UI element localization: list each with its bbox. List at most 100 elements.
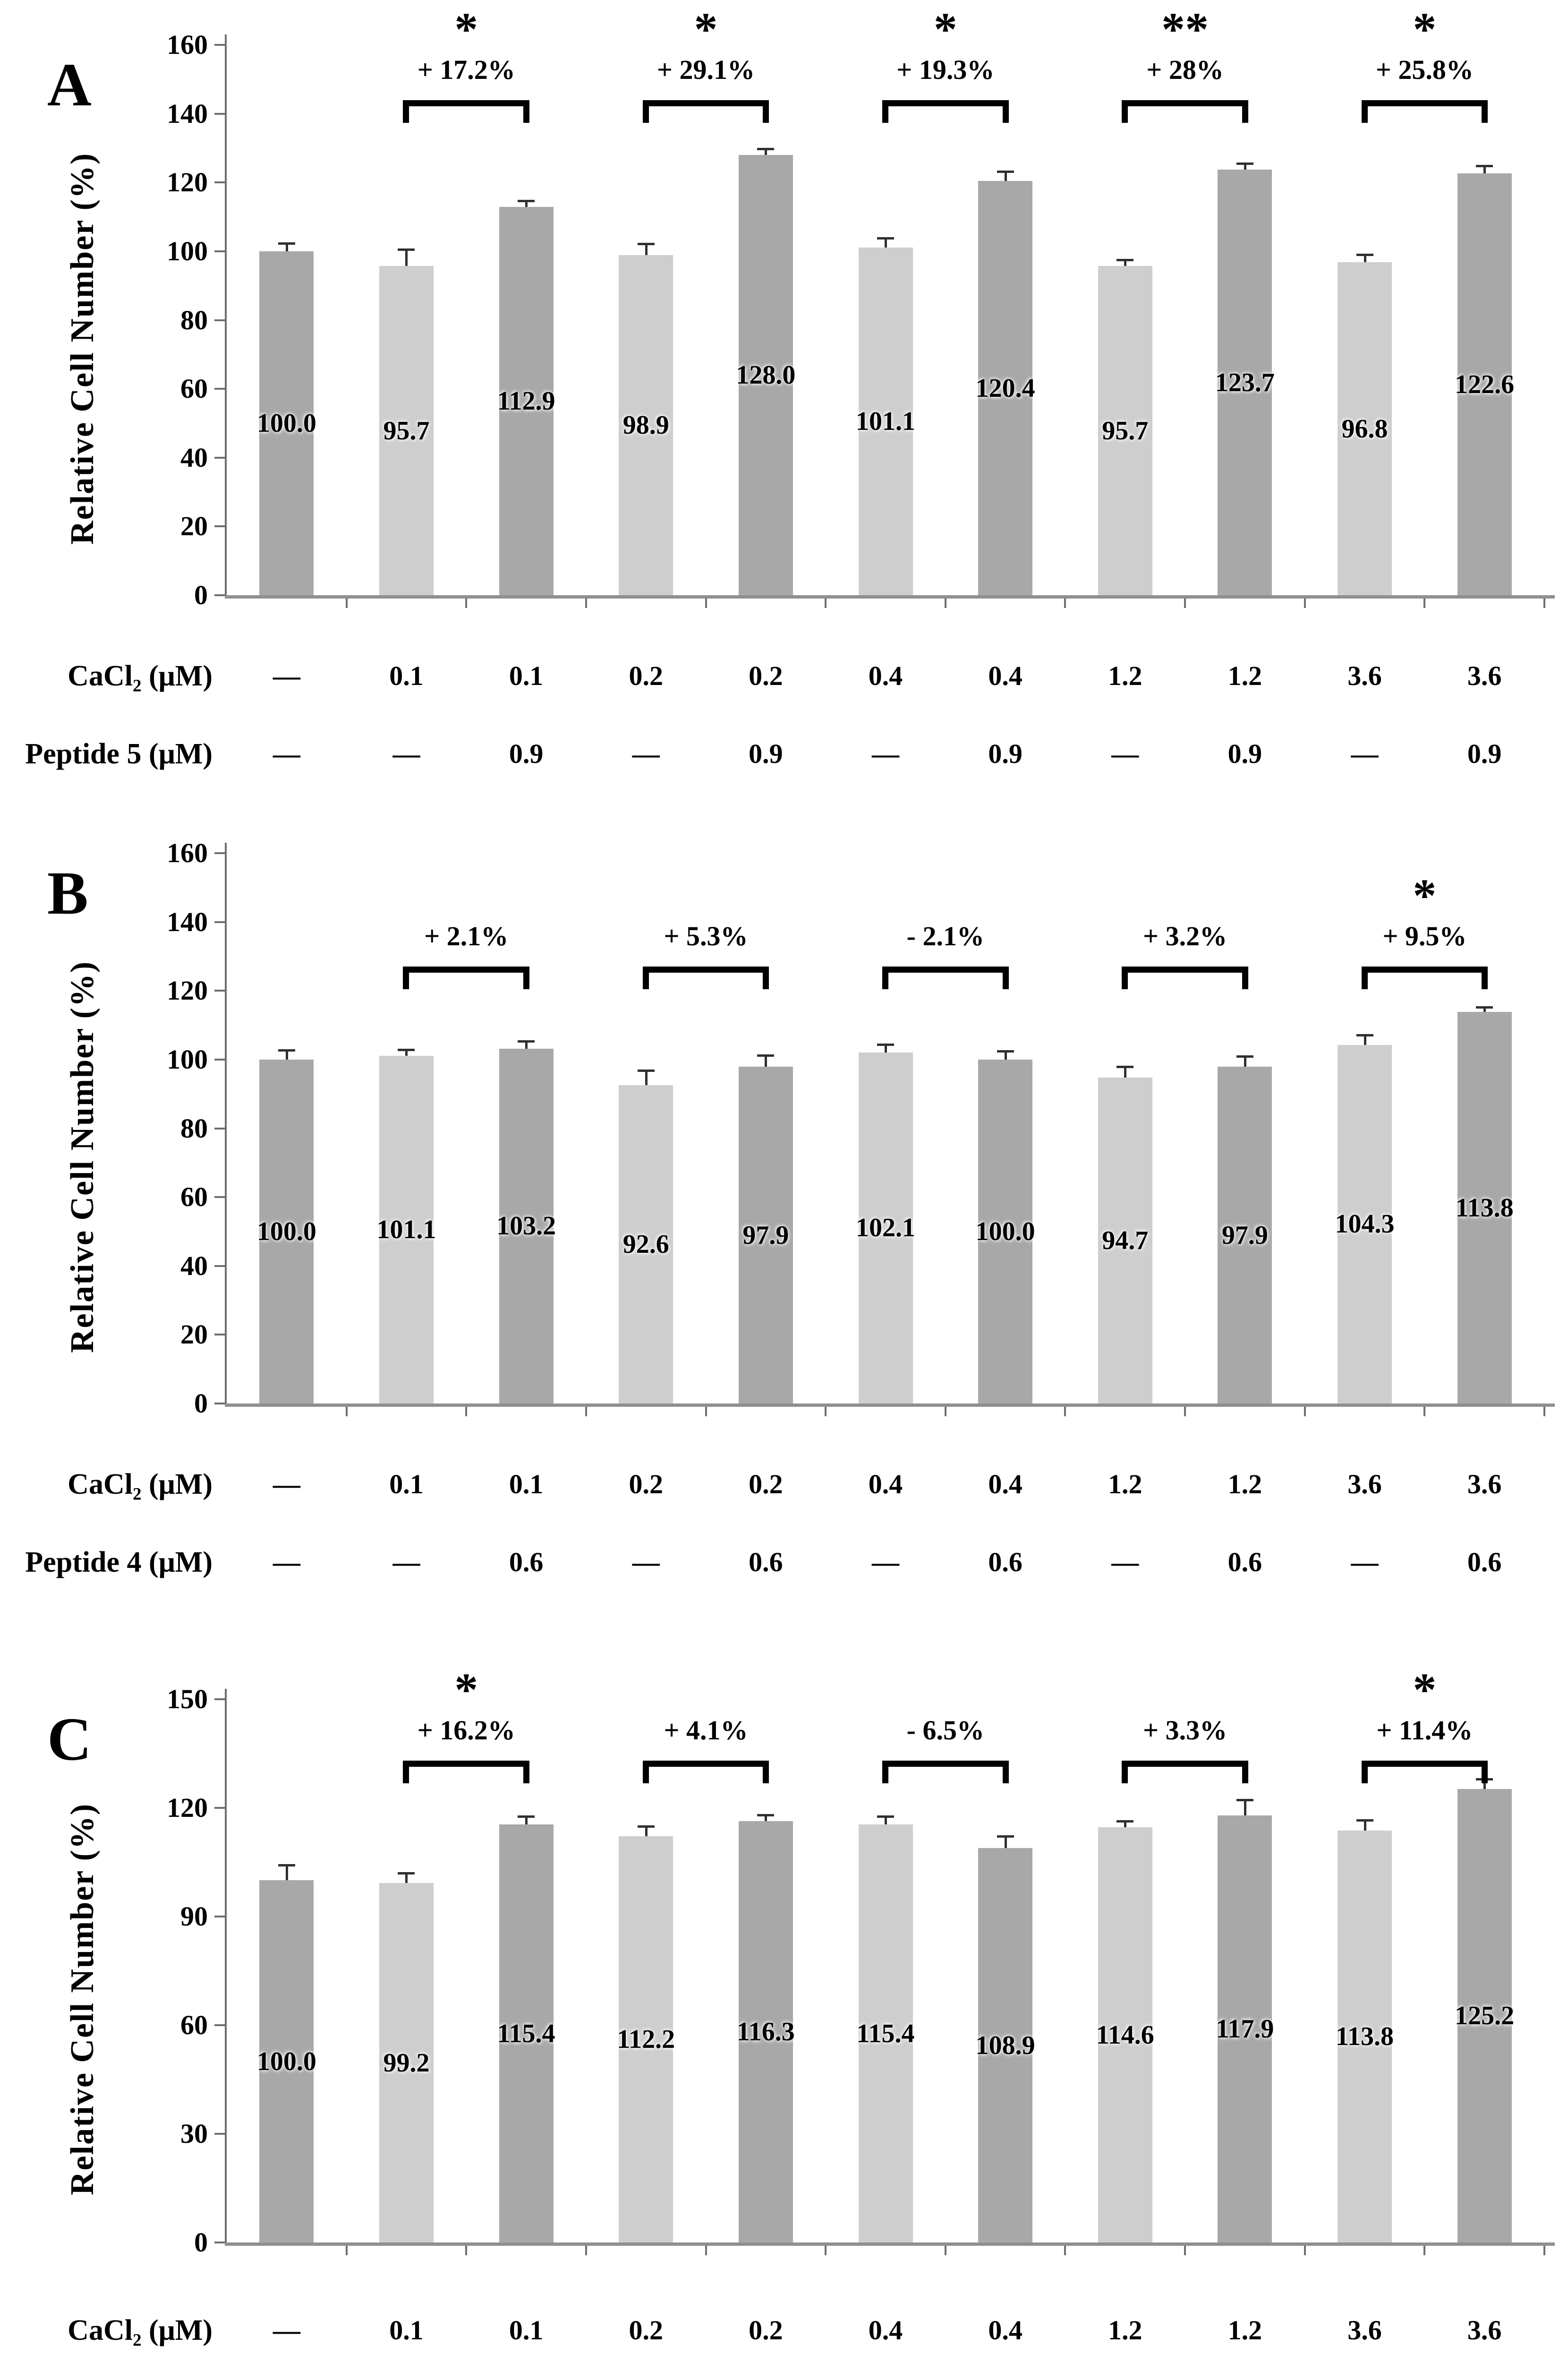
pct-change-label: + 5.3%	[664, 921, 748, 952]
error-bar	[885, 1817, 887, 1825]
row-label: Peptide 4 (μM)	[25, 1546, 213, 1578]
significance-stars: *	[1413, 2, 1437, 55]
row-value: 0.4	[868, 660, 903, 691]
bar	[738, 1821, 793, 2242]
y-tick-label: 40	[180, 442, 208, 473]
y-tick-label: 0	[194, 1388, 208, 1419]
bar-value-label: 99.2	[383, 2048, 430, 2078]
y-tick	[214, 2133, 225, 2135]
y-tick	[214, 112, 225, 115]
row-value: 0.9	[509, 738, 544, 769]
error-bar-cap	[398, 1872, 415, 1875]
row-value: 0.9	[1227, 738, 1262, 769]
row-label: CaCl₂ (μM)	[68, 1468, 213, 1500]
bar-value-label: 95.7	[1102, 416, 1149, 445]
row-value: —	[1111, 738, 1139, 769]
significance-bracket	[882, 100, 1009, 123]
row-value: 3.6	[1467, 2315, 1502, 2345]
row-value: —	[1111, 1547, 1139, 1577]
bar	[738, 1067, 793, 1404]
bar-value-label: 102.1	[856, 1213, 915, 1243]
y-axis-title: Relative Cell Number (%)	[64, 1803, 101, 2196]
error-bar	[765, 1815, 767, 1822]
significance-stars: *	[454, 2, 478, 55]
x-tick	[1184, 599, 1186, 608]
error-bar-cap	[1116, 1820, 1134, 1823]
error-bar-cap	[518, 1815, 535, 1818]
pct-change-label: + 17.2%	[417, 54, 515, 85]
error-bar	[1124, 1822, 1127, 1828]
x-tick	[1304, 1407, 1306, 1416]
row-value: 0.6	[749, 1547, 783, 1577]
x-tick	[705, 599, 707, 608]
error-bar	[285, 244, 288, 251]
bar-value-label: 100.0	[256, 2046, 316, 2076]
error-bar-cap	[1236, 1055, 1253, 1058]
error-bar	[645, 245, 648, 255]
bar-value-label: 120.4	[975, 373, 1035, 403]
bar	[379, 1883, 434, 2242]
error-bar-cap	[1116, 259, 1134, 262]
y-tick	[214, 525, 225, 528]
bar-value-label: 103.2	[496, 1211, 556, 1241]
significance-bracket	[403, 1761, 530, 1784]
x-tick	[1543, 2246, 1545, 2255]
error-bar	[1483, 1780, 1486, 1789]
significance-bracket	[1361, 100, 1488, 123]
row-value: —	[273, 1547, 300, 1577]
row-value: 3.6	[1347, 660, 1382, 691]
row-value: 1.2	[1227, 1469, 1262, 1499]
y-tick	[214, 921, 225, 923]
x-tick	[1543, 1407, 1545, 1416]
bar	[858, 1824, 913, 2242]
row-label: Peptide 5 (μM)	[25, 738, 213, 770]
bar-value-label: 116.3	[736, 2017, 795, 2047]
bar-value-label: 100.0	[975, 1216, 1035, 1246]
y-tick	[214, 1403, 225, 1404]
x-tick	[1543, 599, 1545, 608]
x-tick	[345, 599, 348, 608]
error-bar	[1004, 1052, 1007, 1060]
row-value: 3.6	[1467, 1469, 1502, 1499]
y-tick-label: 90	[180, 1901, 208, 1932]
error-bar	[405, 1050, 408, 1056]
row-value: 0.2	[749, 2315, 783, 2345]
row-value: 1.2	[1227, 2315, 1262, 2345]
row-value: 0.1	[389, 1469, 424, 1499]
error-bar-cap	[637, 1825, 655, 1828]
row-value: 0.6	[509, 1547, 544, 1577]
error-bar	[1244, 1801, 1246, 1816]
error-bar	[1363, 1036, 1366, 1045]
error-bar	[285, 1866, 288, 1881]
error-bar	[1124, 1067, 1127, 1078]
bar	[1338, 1044, 1392, 1404]
y-tick	[214, 181, 225, 184]
bar	[1338, 262, 1392, 595]
error-bar-cap	[278, 242, 295, 245]
significance-stars: **	[1161, 2, 1209, 55]
y-tick-label: 20	[180, 1319, 208, 1350]
panel-c: C Relative Cell Number (%) 0 30 60 90 120 150 10…	[0, 1617, 1568, 2362]
y-tick	[214, 1807, 225, 1809]
pct-change-label: + 28%	[1146, 54, 1224, 85]
bar	[379, 1055, 434, 1404]
error-bar	[1244, 1057, 1246, 1067]
bar	[978, 1059, 1033, 1404]
y-tick-label: 20	[180, 511, 208, 542]
error-bar	[885, 239, 887, 248]
row-value: —	[392, 1547, 420, 1577]
x-tick	[1184, 1407, 1186, 1416]
row-value: 3.6	[1467, 660, 1502, 691]
error-bar	[525, 202, 528, 207]
x-tick	[585, 599, 587, 608]
panel-a: A Relative Cell Number (%) 0 20 40 60 80 100 120…	[0, 0, 1568, 808]
significance-bracket	[642, 1761, 769, 1784]
bar-value-label: 100.0	[256, 1216, 316, 1246]
error-bar-cap	[398, 248, 415, 251]
bar	[619, 255, 673, 595]
error-bar	[1124, 261, 1127, 266]
error-bar-cap	[398, 1048, 415, 1051]
pct-change-label: + 11.4%	[1376, 1715, 1473, 1746]
x-tick	[465, 2246, 468, 2255]
row-value: 0.1	[389, 660, 424, 691]
